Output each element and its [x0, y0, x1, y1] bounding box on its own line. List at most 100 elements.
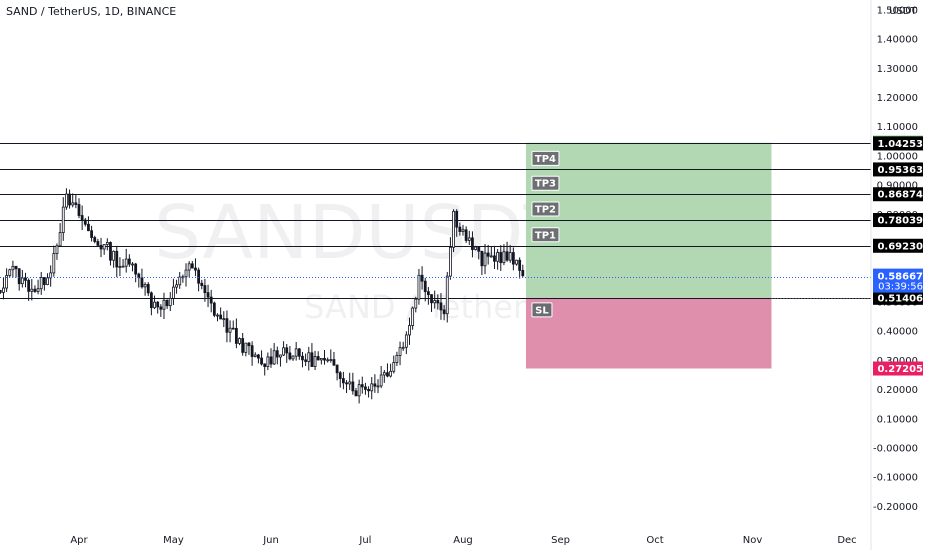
candle-body-down	[345, 382, 348, 385]
candle-body-up	[121, 265, 125, 268]
candle-2022-04-14	[118, 257, 122, 277]
tag-tp1: TP1	[531, 227, 560, 243]
price-label-text: 1.04253	[877, 139, 923, 150]
candle-2022-06-08	[291, 355, 295, 361]
x-tick-dec: Dec	[837, 535, 856, 546]
y-tick-label: 0.90000	[877, 181, 918, 192]
candle-2022-06-30	[360, 376, 364, 394]
candle-2022-04-23	[146, 281, 150, 297]
candle-body-down	[263, 363, 267, 367]
candle-2022-04-28	[162, 292, 166, 320]
candle-body-down	[360, 384, 364, 388]
candle-body-down	[90, 230, 93, 238]
candle-2022-05-26	[250, 341, 254, 366]
candle-body-up	[266, 356, 270, 367]
y-tick-label: -0.20000	[873, 502, 918, 513]
candle-body-up	[61, 206, 65, 233]
price-axis[interactable]: 1.50000 1.40000 1.30000 1.20000 1.10000 1.000…	[873, 5, 918, 513]
position-tags: TP1 TP2 TP3 TP4 SL	[531, 150, 560, 318]
tag-tp3: TP3	[531, 175, 560, 191]
candle-2022-05-21	[234, 318, 238, 349]
candle-body-down	[285, 347, 289, 354]
price-label-text: 0.86874	[877, 190, 923, 201]
candle-body-down	[386, 372, 389, 377]
candle-2022-04-06	[93, 235, 97, 244]
candle-2022-06-25	[345, 380, 348, 394]
candle-body-up	[474, 246, 477, 250]
price-label-background	[873, 361, 923, 376]
candle-body-up	[55, 245, 59, 255]
candle-body-down	[367, 388, 370, 392]
candle-2022-08-10	[489, 246, 493, 258]
candle-2022-05-20	[231, 320, 235, 330]
candle-2022-07-16	[411, 306, 415, 330]
horizontal-levels[interactable]	[0, 143, 871, 299]
time-axis[interactable]: Apr May Jun Jul Aug Sep Oct Nov Dec	[70, 535, 856, 546]
candle-2022-06-04	[279, 354, 282, 367]
loss-zone[interactable]	[525, 297, 772, 369]
candle-2022-05-28	[257, 353, 260, 364]
candle-2022-04-20	[137, 272, 141, 288]
candle-2022-04-12	[112, 250, 116, 268]
candle-body-up	[272, 350, 276, 365]
candle-2022-05-10	[200, 279, 204, 290]
candle-2022-03-19	[36, 279, 40, 295]
candle-body-down	[190, 263, 194, 269]
price-label-background	[873, 268, 923, 293]
candle-2022-05-23	[241, 333, 245, 356]
y-tick-label: -0.00000	[873, 443, 918, 454]
price-label-background	[873, 187, 923, 202]
x-tick-nov: Nov	[743, 535, 763, 546]
candle-2022-05-02	[175, 279, 178, 294]
candle-2022-05-29	[260, 350, 263, 366]
candle-2022-07-12	[398, 341, 402, 366]
candle-body-down	[33, 288, 37, 292]
candle-2022-08-05	[474, 245, 477, 251]
long-position-tool[interactable]	[525, 142, 772, 369]
candle-2022-07-11	[395, 351, 399, 367]
candle-2022-07-20	[423, 277, 427, 302]
candles	[0, 188, 525, 404]
candle-2022-04-29	[165, 299, 169, 309]
candle-body-up	[46, 277, 49, 285]
candle-2022-05-17	[222, 311, 226, 328]
candle-2022-07-22	[430, 294, 433, 312]
candle-2022-08-17	[511, 247, 515, 271]
y-tick-label: -0.10000	[873, 473, 918, 484]
candle-2022-04-16	[124, 248, 128, 273]
candle-body-down	[297, 348, 301, 357]
candle-body-up	[389, 370, 393, 377]
candle-2022-08-01	[461, 224, 465, 236]
candle-body-down	[219, 314, 223, 320]
candle-2022-05-08	[194, 258, 197, 277]
candle-body-down	[24, 277, 27, 281]
candle-2022-06-14	[310, 343, 314, 367]
candle-2022-07-03	[370, 377, 374, 400]
candle-2022-05-22	[238, 337, 241, 346]
candle-2022-03-17	[30, 279, 34, 301]
candle-body-down	[225, 318, 229, 333]
candle-2022-06-16	[316, 351, 320, 361]
candle-2022-07-04	[373, 374, 377, 393]
candle-body-down	[68, 193, 71, 206]
candle-2022-04-09	[102, 244, 106, 255]
candle-2022-08-02	[464, 226, 468, 243]
candle-body-up	[483, 252, 487, 267]
candle-2022-04-18	[131, 262, 134, 272]
candle-2022-05-30	[263, 363, 267, 376]
candle-body-up	[58, 232, 62, 247]
candle-body-up	[279, 354, 282, 358]
candle-2022-04-02	[80, 205, 84, 231]
price-label-level-2: 0.95363	[873, 162, 923, 177]
candle-body-down	[74, 202, 78, 205]
candle-2022-04-19	[134, 262, 138, 283]
candle-body-down	[134, 263, 138, 275]
candle-2022-07-01	[364, 382, 367, 395]
candle-2022-04-30	[168, 292, 172, 312]
candle-2022-06-05	[282, 341, 285, 357]
candle-body-up	[376, 385, 380, 388]
candle-body-up	[379, 374, 383, 387]
candle-2022-03-18	[33, 285, 37, 293]
